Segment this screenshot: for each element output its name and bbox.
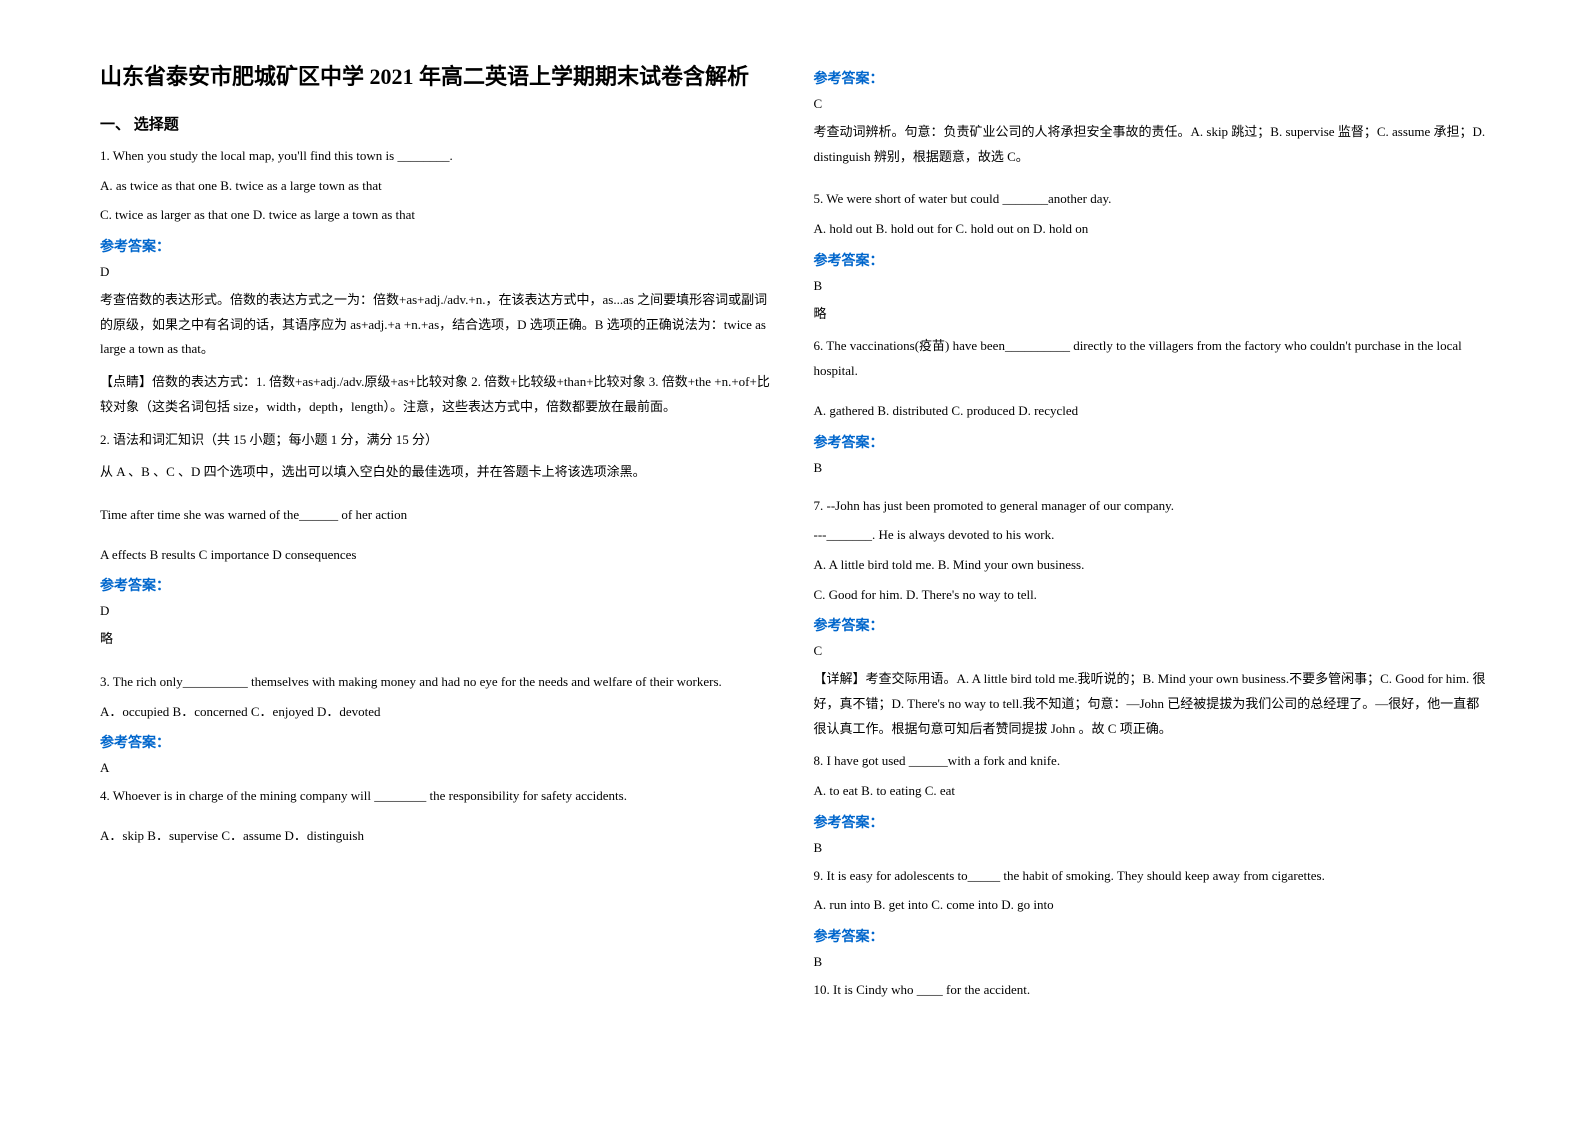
q7-opts-cd: C. Good for him. D. There's no way to te… [814, 583, 1488, 608]
q1-opts-cd: C. twice as larger as that one D. twice … [100, 203, 774, 228]
q7-opts-ab: A. A little bird told me. B. Mind your o… [814, 553, 1488, 578]
q5-opts: A. hold out B. hold out for C. hold out … [814, 217, 1488, 242]
q5-answer: B [814, 278, 1488, 294]
answer-label: 参考答案： [100, 732, 774, 752]
q6-text: 6. The vaccinations(疫苗) have been_______… [814, 334, 1488, 383]
q2-answer: D [100, 603, 774, 619]
q4-answer: C [814, 96, 1488, 112]
answer-label: 参考答案： [814, 615, 1488, 635]
answer-label: 参考答案： [814, 926, 1488, 946]
q10-text: 10. It is Cindy who ____ for the acciden… [814, 978, 1488, 1003]
right-column: 参考答案： C 考查动词辨析。句意：负责矿业公司的人将承担安全事故的责任。A. … [794, 60, 1508, 1062]
exam-title: 山东省泰安市肥城矿区中学 2021 年高二英语上学期期末试卷含解析 [100, 60, 774, 93]
q1-exp1: 考查倍数的表达形式。倍数的表达方式之一为：倍数+as+adj./adv.+n.，… [100, 288, 774, 362]
q7-text1: 7. --John has just been promoted to gene… [814, 494, 1488, 519]
answer-label: 参考答案： [814, 812, 1488, 832]
q3-text: 3. The rich only__________ themselves wi… [100, 670, 774, 695]
answer-label: 参考答案： [814, 432, 1488, 452]
answer-label: 参考答案： [814, 68, 1488, 88]
q6-opts: A. gathered B. distributed C. produced D… [814, 399, 1488, 424]
answer-label: 参考答案： [100, 236, 774, 256]
q3-opts: A．occupied B．concerned C．enjoyed D．devot… [100, 700, 774, 725]
q9-text: 9. It is easy for adolescents to_____ th… [814, 864, 1488, 889]
q6-answer: B [814, 460, 1488, 476]
q4-text: 4. Whoever is in charge of the mining co… [100, 784, 774, 809]
q5-exp: 略 [814, 302, 1488, 327]
section-header: 一、 选择题 [100, 113, 774, 134]
q2-opts: A effects B results C importance D conse… [100, 543, 774, 568]
q5-text: 5. We were short of water but could ____… [814, 187, 1488, 212]
q1-text: 1. When you study the local map, you'll … [100, 144, 774, 169]
answer-label: 参考答案： [814, 250, 1488, 270]
q1-opts-ab: A. as twice as that one B. twice as a la… [100, 174, 774, 199]
q7-answer: C [814, 643, 1488, 659]
q7-text2: ---_______. He is always devoted to his … [814, 523, 1488, 548]
q1-answer: D [100, 264, 774, 280]
q7-exp: 【详解】考查交际用语。A. A little bird told me.我听说的… [814, 667, 1488, 741]
q3-answer: A [100, 760, 774, 776]
q2-instr: 从 A 、B 、C 、D 四个选项中，选出可以填入空白处的最佳选项，并在答题卡上… [100, 460, 774, 485]
q8-answer: B [814, 840, 1488, 856]
q4-exp: 考查动词辨析。句意：负责矿业公司的人将承担安全事故的责任。A. skip 跳过；… [814, 120, 1488, 169]
left-column: 山东省泰安市肥城矿区中学 2021 年高二英语上学期期末试卷含解析 一、 选择题… [80, 60, 794, 1062]
q4-opts: A．skip B．supervise C．assume D．distinguis… [100, 824, 774, 849]
q1-exp2: 【点睛】倍数的表达方式：1. 倍数+as+adj./adv.原级+as+比较对象… [100, 370, 774, 419]
q2-text: 2. 语法和词汇知识（共 15 小题；每小题 1 分，满分 15 分） [100, 428, 774, 453]
q8-opts: A. to eat B. to eating C. eat [814, 779, 1488, 804]
q2-exp: 略 [100, 627, 774, 652]
answer-label: 参考答案： [100, 575, 774, 595]
q9-opts: A. run into B. get into C. come into D. … [814, 893, 1488, 918]
q8-text: 8. I have got used ______with a fork and… [814, 749, 1488, 774]
q2-stem: Time after time she was warned of the___… [100, 503, 774, 528]
q9-answer: B [814, 954, 1488, 970]
